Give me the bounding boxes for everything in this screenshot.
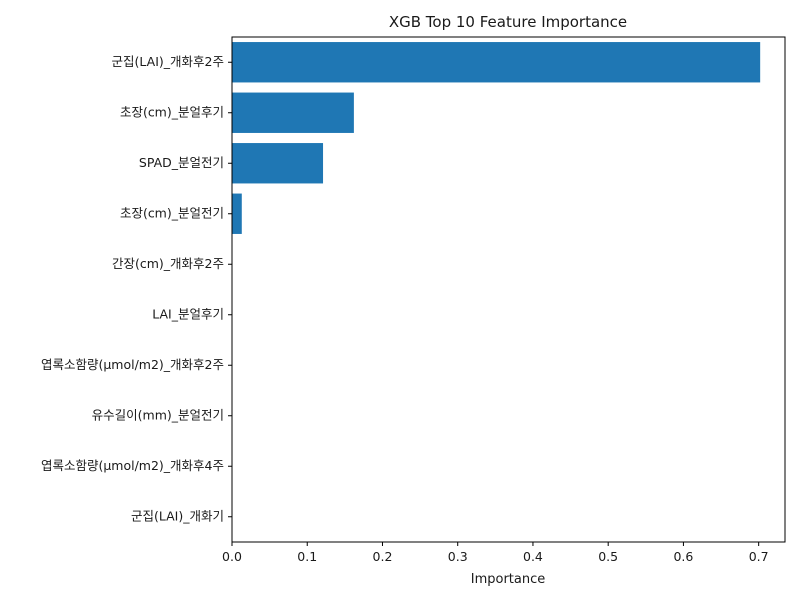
x-tick-label: 0.7 (749, 549, 769, 564)
x-tick-label: 0.5 (598, 549, 618, 564)
y-tick-label: SPAD_분얼전기 (139, 155, 224, 170)
bar (232, 143, 324, 184)
bar (232, 92, 354, 133)
x-axis-label: Importance (471, 572, 546, 587)
x-tick-label: 0.4 (523, 549, 543, 564)
x-tick-label: 0.2 (373, 549, 393, 564)
chart-title: XGB Top 10 Feature Importance (389, 13, 627, 31)
y-tick-label: 초장(cm)_분얼후기 (120, 104, 224, 119)
y-tick-label: 초장(cm)_분얼전기 (120, 205, 224, 220)
x-tick-label: 0.3 (448, 549, 468, 564)
y-tick-label: 엽록소함량(μmol/m2)_개화후2주 (41, 357, 224, 372)
x-tick-label: 0.6 (673, 549, 693, 564)
bars-layer (232, 42, 761, 234)
bar (232, 42, 761, 83)
plot-frame (231, 36, 786, 543)
y-tick-label: 엽록소함량(μmol/m2)_개화후4주 (41, 458, 224, 473)
y-tick-label: 군집(LAI)_개화기 (131, 508, 224, 523)
x-tick-label: 0.0 (222, 549, 242, 564)
bar (232, 193, 242, 234)
y-tick-label: 군집(LAI)_개화후2주 (112, 54, 224, 69)
x-tick-label: 0.1 (297, 549, 317, 564)
y-tick-label: LAI_분얼후기 (152, 306, 224, 321)
y-tick-label: 간장(cm)_개화후2주 (112, 256, 224, 271)
x-axis-ticks: 0.0 0.1 0.2 0.3 0.4 0.5 0.6 0.7 (222, 542, 769, 564)
y-tick-label: 유수길이(mm)_분얼전기 (92, 407, 224, 422)
